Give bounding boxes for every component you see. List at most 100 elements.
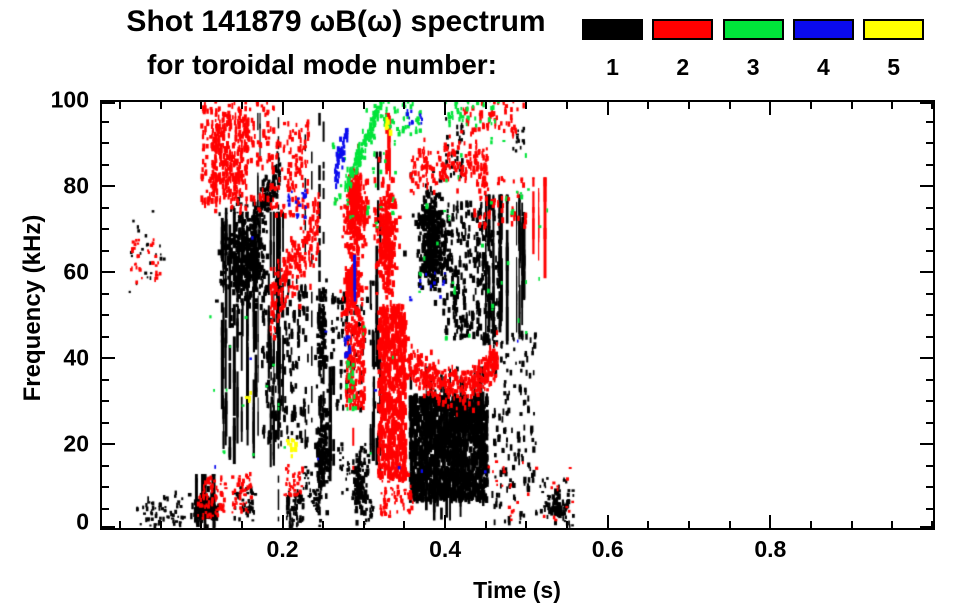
y-minor-tick <box>102 400 109 402</box>
x-minor-tick <box>200 102 203 109</box>
x-minor-tick <box>810 102 812 109</box>
legend-mode-label: 2 <box>676 54 690 80</box>
x-major-tick <box>444 102 447 115</box>
y-minor-tick <box>926 163 933 166</box>
y-minor-tick <box>926 142 933 144</box>
x-minor-tick <box>931 521 933 528</box>
y-minor-tick <box>926 206 933 209</box>
y-minor-tick <box>926 314 933 316</box>
y-minor-tick <box>102 120 109 123</box>
y-major-tick <box>920 357 933 359</box>
x-minor-tick <box>728 521 731 528</box>
figure-title-line1: Shot 141879 ωB(ω) spectrum <box>126 5 546 38</box>
y-major-tick <box>920 271 933 273</box>
x-minor-tick <box>403 102 406 109</box>
x-minor-tick <box>850 521 853 528</box>
x-tick-label: 0.8 <box>754 536 787 562</box>
y-major-tick <box>102 526 115 528</box>
x-major-tick <box>606 102 609 115</box>
y-tick-label: 0 <box>76 508 89 535</box>
y-major-tick <box>920 526 933 528</box>
x-minor-tick <box>240 102 243 109</box>
x-minor-tick <box>322 521 325 528</box>
x-minor-tick <box>118 102 121 109</box>
legend-mode-label: 4 <box>816 54 830 80</box>
y-minor-tick <box>926 464 933 467</box>
y-major-tick <box>102 357 115 359</box>
x-major-tick <box>606 515 609 528</box>
x-minor-tick <box>362 521 365 528</box>
y-major-tick <box>102 185 115 187</box>
y-minor-tick <box>926 400 933 402</box>
legend-item: 1 <box>582 19 643 80</box>
x-minor-tick <box>850 102 853 109</box>
legend-mode-label: 3 <box>746 54 760 80</box>
x-minor-tick <box>647 102 650 109</box>
legend-swatch <box>582 19 643 40</box>
legend-swatch <box>792 19 854 40</box>
x-minor-tick <box>566 102 569 109</box>
y-tick-label: 60 <box>63 258 89 285</box>
legend-item: 2 <box>652 19 714 80</box>
plot-frame <box>100 100 935 530</box>
x-axis-label: Time (s) <box>473 577 561 603</box>
y-axis-label: Frequency (kHz) <box>19 214 46 402</box>
legend-item: 4 <box>792 19 854 80</box>
x-major-tick <box>769 102 772 115</box>
legend-swatch <box>863 19 925 40</box>
x-minor-tick <box>159 521 162 528</box>
x-minor-tick <box>728 102 731 109</box>
y-minor-tick <box>102 421 109 424</box>
y-tick-label: 80 <box>63 172 89 199</box>
y-major-tick <box>920 443 933 445</box>
y-minor-tick <box>102 228 109 230</box>
legend-mode-label: 1 <box>606 54 619 80</box>
y-minor-tick <box>926 228 933 230</box>
figure-title-line2: for toroidal mode number: <box>147 49 497 80</box>
x-minor-tick <box>566 521 569 528</box>
y-minor-tick <box>926 421 933 424</box>
y-tick-label: 40 <box>63 344 89 371</box>
y-minor-tick <box>102 314 109 316</box>
legend-mode-label: 5 <box>887 54 901 80</box>
x-minor-tick <box>688 521 691 528</box>
x-minor-tick <box>810 521 812 528</box>
x-minor-tick <box>240 521 243 528</box>
x-tick-label: 0.2 <box>266 536 299 562</box>
y-minor-tick <box>926 292 933 295</box>
x-minor-tick <box>118 521 121 528</box>
x-minor-tick <box>688 102 691 109</box>
x-minor-tick <box>200 521 203 528</box>
x-minor-tick <box>647 521 650 528</box>
y-minor-tick <box>102 335 109 338</box>
x-major-tick <box>444 515 447 528</box>
y-minor-tick <box>926 486 933 488</box>
y-minor-tick <box>926 249 933 252</box>
legend-swatch <box>652 19 714 40</box>
y-major-tick <box>920 185 933 187</box>
y-major-tick <box>102 102 115 104</box>
x-minor-tick <box>484 102 487 109</box>
x-minor-tick <box>362 102 365 109</box>
y-minor-tick <box>102 464 109 467</box>
x-minor-tick <box>159 102 162 109</box>
y-tick-label: 100 <box>50 86 89 113</box>
x-tick-label: 0.6 <box>591 536 624 562</box>
x-minor-tick <box>484 521 487 528</box>
y-minor-tick <box>102 292 109 295</box>
x-minor-tick <box>322 102 325 109</box>
y-tick-label: 20 <box>63 430 89 457</box>
y-minor-tick <box>102 249 109 252</box>
y-major-tick <box>102 443 115 445</box>
x-minor-tick <box>891 521 894 528</box>
legend-item: 5 <box>863 19 925 80</box>
spectrum-canvas <box>102 102 933 528</box>
x-tick-label: 0.4 <box>429 536 462 562</box>
y-minor-tick <box>926 335 933 338</box>
y-major-tick <box>920 102 933 104</box>
x-minor-tick <box>931 102 933 109</box>
y-major-tick <box>102 271 115 273</box>
y-minor-tick <box>926 507 933 510</box>
x-minor-tick <box>525 521 528 528</box>
